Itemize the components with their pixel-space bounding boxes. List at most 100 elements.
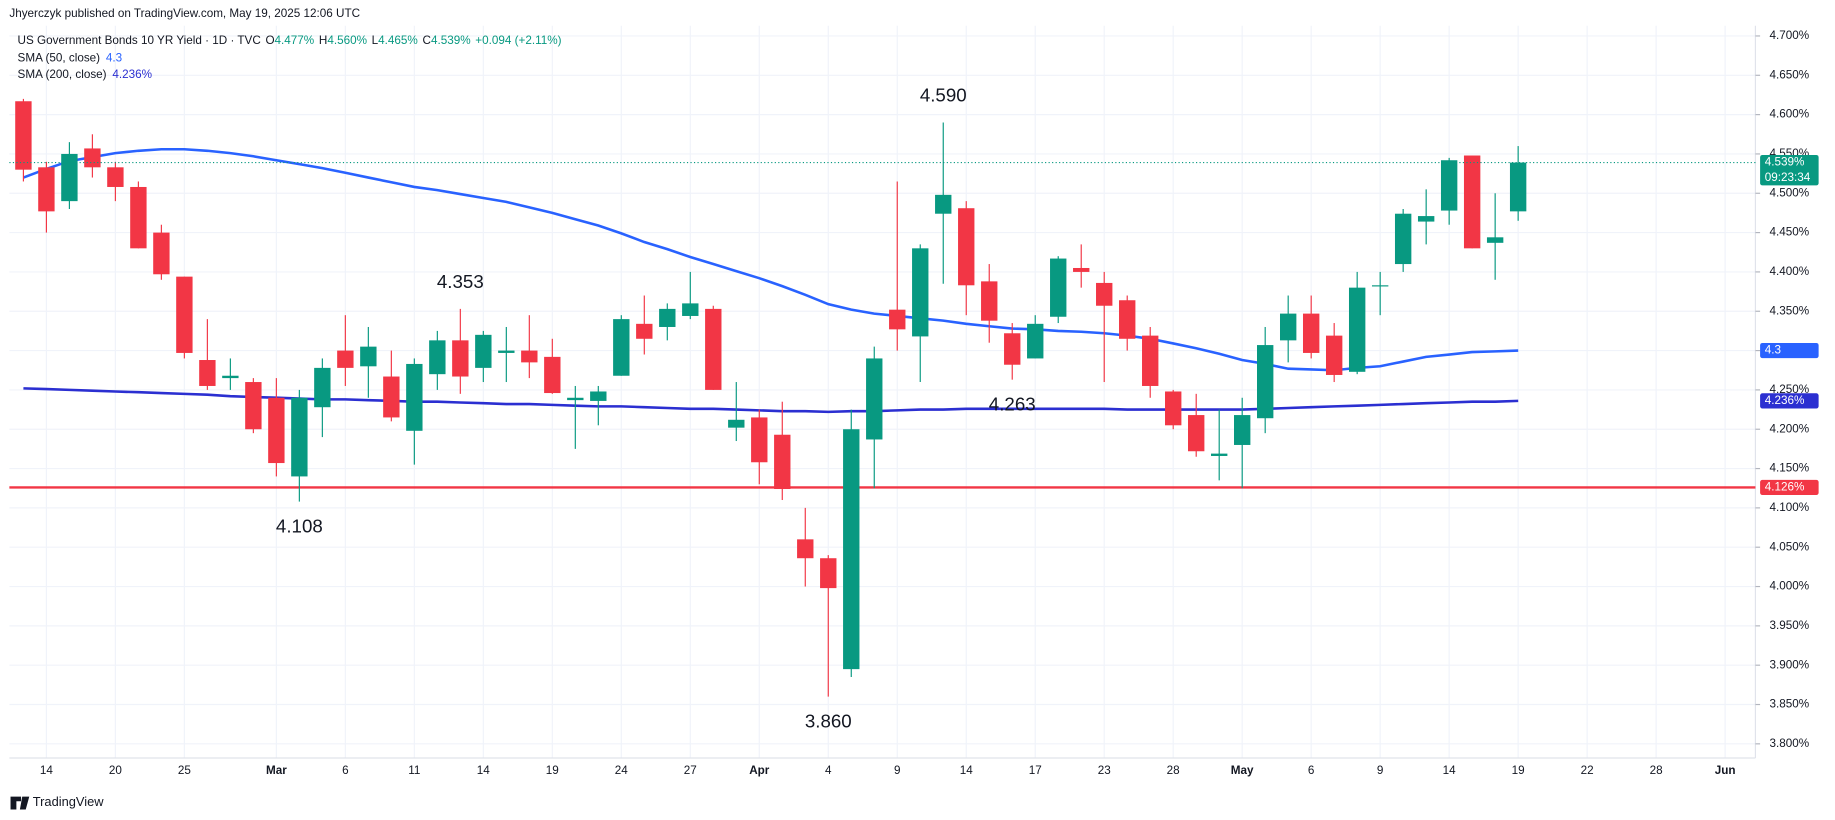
candle-body [475, 334, 492, 368]
y-tick-label: 4.150% [1769, 462, 1809, 475]
x-tick-label: 6 [1308, 764, 1315, 777]
candle-body [1325, 335, 1343, 375]
y-tick-label: 4.600% [1769, 108, 1809, 121]
x-tick-label: 28 [1650, 764, 1663, 777]
candle-body [1371, 285, 1389, 287]
y-tick-label: 3.950% [1769, 619, 1809, 632]
last-price-tag-box [1760, 154, 1819, 186]
candle-body [797, 539, 814, 559]
x-tick-label: 22 [1581, 764, 1594, 777]
y-tick-label: 4.450% [1769, 226, 1809, 239]
x-tick-label: 9 [1377, 764, 1384, 777]
candle-body [383, 376, 400, 418]
x-tick-label: 14 [1443, 764, 1457, 777]
candle-body [1096, 282, 1113, 306]
x-tick-label: 19 [1512, 764, 1525, 777]
sma-tag-box [1760, 393, 1819, 409]
candle-body [567, 397, 584, 401]
candle-body [1165, 391, 1182, 426]
candle-body [613, 319, 630, 376]
legend-series-name: SMA (200, close) [18, 68, 107, 81]
x-tick-label: Mar [266, 764, 287, 777]
candle-body [1188, 415, 1205, 452]
candle-body [705, 308, 722, 390]
candle-body [1234, 415, 1251, 445]
brand: TradingView [33, 794, 104, 809]
x-tick-label: 14 [40, 764, 54, 777]
candle-body [1509, 162, 1527, 212]
candle-body [774, 434, 791, 490]
x-tick-label: 4 [825, 764, 832, 777]
candle-body [590, 391, 607, 401]
candle-body [843, 429, 860, 670]
change-value: +0.094 (+2.11%) [475, 34, 561, 47]
candle-body [61, 153, 78, 202]
ohlc-key: C [423, 34, 431, 47]
last-price-tag: 4.539% [1765, 156, 1805, 169]
y-tick-label: 4.050% [1769, 540, 1809, 553]
candle-body [659, 308, 676, 327]
candle-body [337, 350, 354, 368]
x-tick-label: 27 [684, 764, 697, 777]
ohlc-value: 4.477% [275, 34, 315, 47]
candle-body [429, 340, 446, 375]
candle-body [1004, 333, 1021, 365]
x-tick-label: 14 [477, 764, 491, 777]
y-tick-label: 4.400% [1769, 265, 1809, 278]
ohlc-key: L [372, 34, 379, 47]
candle-body [314, 367, 331, 408]
candle-body [1440, 160, 1458, 211]
candle-body [1279, 313, 1297, 341]
publisher: Jhyerczyk published on TradingView.com, … [9, 7, 360, 20]
last-price-tag-countdown: 09:23:34 [1765, 171, 1811, 184]
candle-body [1050, 258, 1067, 317]
candle-body [1256, 345, 1274, 419]
candle-body [1348, 287, 1366, 372]
candle-body [958, 208, 975, 286]
y-tick-label: 4.500% [1769, 186, 1809, 199]
x-tick-label: 14 [960, 764, 974, 777]
legend-series-value: 4.236% [112, 68, 152, 81]
hline-tag: 4.126% [1765, 481, 1805, 494]
hline-tag-box [1760, 479, 1819, 496]
annotation: 4.263 [989, 393, 1036, 414]
candle-body [84, 148, 101, 168]
candle-body [1302, 313, 1320, 353]
candle-body [38, 167, 55, 212]
legend-series-value: 4.3 [106, 52, 122, 65]
y-tick-label: 4.000% [1769, 580, 1809, 593]
candle-body [452, 340, 469, 377]
x-tick-label: Jun [1715, 764, 1736, 777]
candle-body [935, 194, 952, 214]
candle-body [1463, 155, 1481, 249]
y-tick-label: 3.850% [1769, 698, 1809, 711]
x-tick-label: 25 [178, 764, 192, 777]
candle-body [245, 382, 262, 430]
y-tick-label: 3.900% [1769, 658, 1809, 671]
candle-body [751, 417, 768, 463]
candle-body [176, 276, 193, 353]
x-tick-label: 23 [1098, 764, 1111, 777]
legend-title: US Government Bonds 10 YR Yield · 1D · T… [18, 34, 261, 47]
candle-body [222, 375, 239, 379]
sma-tag: 4.236% [1765, 394, 1805, 407]
candle-body [1142, 335, 1159, 386]
x-tick-label: May [1231, 764, 1254, 777]
candle-body [728, 419, 745, 428]
annotation: 4.590 [920, 85, 967, 106]
candle-body [1073, 267, 1090, 272]
candle-body [15, 101, 32, 170]
x-tick-label: 24 [615, 764, 629, 777]
ohlc-value: 4.539% [431, 34, 471, 47]
y-tick-label: 4.250% [1769, 383, 1809, 396]
x-tick-label: 28 [1167, 764, 1180, 777]
candle-body [199, 360, 216, 386]
candle-body [498, 350, 515, 353]
candle-body [107, 167, 124, 187]
candle-body [291, 397, 308, 477]
y-tick-label: 3.800% [1769, 737, 1809, 750]
brand-logo [10, 796, 30, 810]
annotation: 3.860 [805, 710, 852, 731]
